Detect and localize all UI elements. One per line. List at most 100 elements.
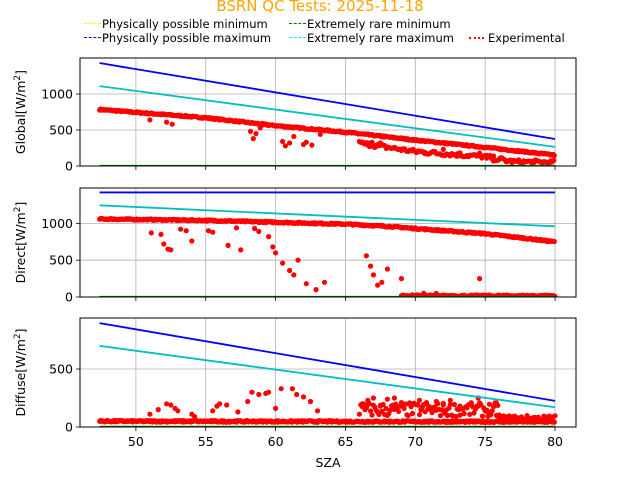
legend-swatch [289,23,306,24]
outlier-point [158,231,164,237]
y-label-bracket: ] [13,70,28,75]
outlier-point [365,142,371,148]
outlier-point [161,241,167,247]
outlier-point [287,140,293,146]
plot-area [97,191,558,297]
outlier-point [321,279,328,285]
outlier-point [249,389,255,395]
outlier-point [359,401,365,407]
legend-item-experimental: Experimental [469,31,565,45]
outlier-point [256,391,262,398]
outlier-point [369,139,375,145]
outlier-point [210,408,216,414]
outlier-point [375,282,381,288]
outlier-point [205,228,212,234]
data-point [447,401,453,407]
data-point [471,410,477,416]
data-point [552,413,558,419]
outlier-point [484,155,490,161]
outlier-point [270,244,276,250]
outlier-point [433,398,439,405]
outlier-point [147,117,153,123]
panel-2: 0 500 1000 Direct[W/m2] [13,187,577,305]
outlier-point [398,276,404,282]
outlier-point [314,408,321,414]
outlier-point [545,160,551,166]
outlier-point [496,156,502,163]
panel-1: 0 500 1000 Global[W/m2] [13,57,577,174]
y-tick-label: 1000 [41,216,73,231]
series-extremely-rare-maximum [99,204,556,228]
outlier-point [233,225,240,231]
outlier-point [477,276,483,282]
outlier-point [259,123,265,129]
outlier-point [147,411,153,417]
outlier-point [235,409,241,415]
data-point [502,419,508,425]
outlier-point [531,159,537,165]
legend-item-phys-max: Physically possible maximum [84,31,271,45]
data-point [437,413,444,419]
outlier-point [247,128,254,134]
series-experimental [97,386,558,426]
outlier-point [168,247,174,253]
data-point [489,408,495,414]
x-axis-label: SZA [315,455,340,470]
data-point [453,413,459,420]
outlier-point [178,226,184,232]
outlier-point [210,229,216,235]
outlier-point [183,228,189,234]
outlier-point [225,242,231,248]
outlier-point [309,142,315,148]
series-physically-possible-maximum [99,322,556,402]
y-axis-label: Direct[W/m2] [13,202,28,284]
outlier-point [457,403,463,409]
outlier-point [363,253,369,259]
data-point [416,412,423,418]
y-label-text: Direct[W/m [13,212,28,283]
y-label-bracket: ] [13,328,28,333]
outlier-point [300,394,307,400]
outlier-point [368,263,374,269]
legend-swatch [84,23,101,24]
plot-area [97,322,558,427]
data-point [444,412,451,419]
outlier-point [155,407,161,413]
legend-swatch [84,37,101,38]
outlier-point [278,386,284,392]
outlier-point [391,395,397,401]
y-tick-label: 500 [49,253,73,268]
outlier-point [175,408,181,414]
data-point [401,405,407,411]
outlier-point [457,150,463,156]
outlier-point [189,238,195,244]
outlier-point [217,401,223,407]
outlier-point [477,150,483,156]
outlier-point [377,140,383,146]
outlier-point [365,397,371,403]
outlier-point [273,405,279,411]
chart-title: BSRN QC Tests: 2025-11-18 [216,0,424,15]
data-point [429,409,435,416]
outlier-point [280,138,286,145]
outlier-point [468,401,474,407]
y-axis-label: Diffuse[W/m2] [13,328,28,416]
outlier-point [317,131,323,137]
legend-swatch [289,37,306,38]
legend-item-rare-min: Extremely rare minimum [289,17,451,31]
outlier-point [370,272,376,278]
series-experimental [97,215,558,297]
outlier-point [422,149,428,155]
outlier-point [169,121,175,127]
data-point [495,402,501,408]
outlier-point [192,414,198,420]
outlier-point [398,147,404,153]
outlier-point [291,272,297,278]
outlier-point [405,401,411,407]
outlier-point [447,397,453,403]
outlier-point [432,149,438,155]
data-point [405,412,411,419]
y-tick-label: 0 [65,290,73,305]
outlier-point [313,287,319,293]
outlier-point [517,159,523,165]
